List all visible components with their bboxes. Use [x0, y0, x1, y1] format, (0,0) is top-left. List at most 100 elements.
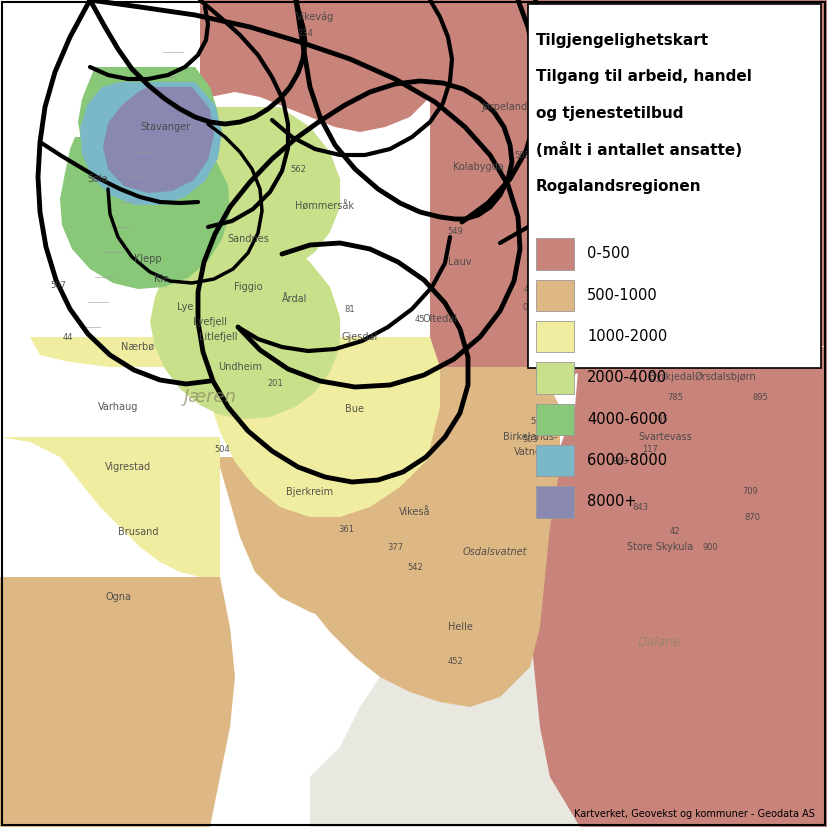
Text: Undheim: Undheim	[218, 362, 262, 372]
Polygon shape	[235, 337, 440, 507]
Text: 234: 234	[297, 30, 313, 39]
Text: Årdal: Årdal	[282, 294, 308, 304]
Text: Nærbø: Nærbø	[122, 342, 155, 352]
Text: 361: 361	[338, 524, 354, 533]
Text: Ogna: Ogna	[105, 592, 131, 602]
Text: 500: 500	[530, 418, 546, 427]
Text: Jørpeland: Jørpeland	[482, 102, 528, 112]
Polygon shape	[200, 0, 430, 132]
Text: 45: 45	[415, 314, 425, 323]
Text: 491: 491	[524, 284, 540, 294]
Text: (målt i antallet ansatte): (målt i antallet ansatte)	[536, 142, 742, 158]
Text: 81: 81	[345, 304, 356, 313]
Text: 452: 452	[447, 657, 463, 667]
Text: 895: 895	[752, 393, 768, 401]
Text: 8000+: 8000+	[587, 495, 637, 509]
Text: 645: 645	[562, 184, 578, 194]
Polygon shape	[80, 237, 340, 419]
Text: 863: 863	[612, 457, 628, 466]
Text: 500-1000: 500-1000	[587, 288, 658, 303]
Polygon shape	[0, 577, 235, 827]
Text: Helle: Helle	[447, 622, 472, 632]
Text: Oltedal: Oltedal	[423, 314, 457, 324]
Text: 542: 542	[407, 562, 423, 571]
Text: Vigrestad: Vigrestad	[105, 462, 151, 472]
Text: Byrkjedal: Byrkjedal	[649, 372, 695, 382]
Text: 439: 439	[550, 94, 566, 103]
Text: Jæren: Jæren	[184, 388, 237, 406]
Text: Tilgjengelighetskart: Tilgjengelighetskart	[536, 33, 709, 48]
Text: Store Skykula: Store Skykula	[627, 542, 693, 552]
Text: 870: 870	[744, 513, 760, 522]
Text: 885: 885	[630, 342, 646, 351]
Polygon shape	[80, 82, 222, 205]
Text: Vikeså: Vikeså	[399, 507, 431, 517]
Text: 2000-4000: 2000-4000	[587, 370, 667, 385]
Text: 44: 44	[63, 332, 74, 342]
Text: Klepp: Klepp	[134, 254, 162, 264]
Polygon shape	[525, 347, 827, 827]
Text: Ørsdalsbjørn: Ørsdalsbjørn	[694, 372, 756, 382]
Text: Dalane: Dalane	[638, 635, 682, 648]
Text: Bjerkreim: Bjerkreim	[286, 487, 333, 497]
Text: Gilja: Gilja	[614, 312, 636, 322]
Text: 0-500: 0-500	[587, 246, 630, 261]
Text: 504: 504	[214, 444, 230, 453]
Text: Bjørheims-: Bjørheims-	[638, 52, 691, 62]
Text: Hømmersåk: Hømmersåk	[295, 202, 355, 212]
Text: 1118: 1118	[752, 275, 772, 284]
Text: Stavanger: Stavanger	[140, 122, 190, 132]
Text: Kolabygda: Kolabygda	[452, 162, 504, 172]
Polygon shape	[430, 0, 827, 527]
Text: 092: 092	[522, 303, 538, 312]
Polygon shape	[200, 457, 430, 627]
Text: 785: 785	[667, 393, 683, 401]
Polygon shape	[235, 367, 560, 707]
Text: 503: 503	[522, 434, 538, 443]
Text: 4000-6000: 4000-6000	[587, 412, 667, 427]
Text: F: F	[534, 178, 546, 197]
Text: Osdalsvatnet: Osdalsvatnet	[463, 547, 528, 557]
Text: Lyefjell: Lyefjell	[193, 317, 227, 327]
Text: Litlefjell: Litlefjell	[198, 332, 237, 342]
Text: Svartevass: Svartevass	[638, 432, 692, 442]
Text: Sola: Sola	[88, 174, 108, 184]
Text: 811: 811	[582, 314, 598, 323]
Polygon shape	[415, 0, 827, 587]
Text: 1000-2000: 1000-2000	[587, 329, 667, 344]
Text: Kartverket, Geovekst og kommuner - Geodata AS: Kartverket, Geovekst og kommuner - Geoda…	[574, 809, 815, 819]
Polygon shape	[78, 67, 218, 186]
Polygon shape	[130, 107, 340, 279]
Polygon shape	[0, 437, 220, 577]
Text: Brusand: Brusand	[117, 527, 158, 537]
Polygon shape	[103, 87, 214, 193]
Text: Lye: Lye	[177, 302, 194, 312]
Text: 843: 843	[632, 503, 648, 512]
Text: 709: 709	[742, 487, 758, 496]
Polygon shape	[60, 137, 230, 289]
Polygon shape	[30, 337, 430, 517]
Text: 6000-8000: 6000-8000	[587, 453, 667, 468]
Text: Rogalandsregionen: Rogalandsregionen	[536, 179, 701, 194]
Text: 765: 765	[652, 415, 668, 424]
Text: 900: 900	[702, 543, 718, 552]
Text: 523: 523	[694, 22, 710, 31]
Text: Birkelands-: Birkelands-	[503, 432, 557, 442]
Polygon shape	[310, 367, 827, 827]
Text: Forsand: Forsand	[551, 222, 590, 232]
Text: Vatnet: Vatnet	[514, 447, 546, 457]
Text: Tilgang til arbeid, handel: Tilgang til arbeid, handel	[536, 69, 752, 84]
Text: Figgio: Figgio	[234, 282, 262, 292]
Text: Frafjord: Frafjord	[662, 257, 699, 267]
Text: 549: 549	[447, 227, 463, 237]
Text: Varhaug: Varhaug	[98, 402, 138, 412]
Text: Lauv: Lauv	[448, 257, 471, 267]
Text: Vikevág: Vikevág	[296, 12, 334, 22]
Text: 562: 562	[290, 165, 306, 174]
Text: 42: 42	[670, 528, 681, 537]
Text: Gjesdal: Gjesdal	[342, 332, 378, 342]
Text: Sandnes: Sandnes	[227, 234, 269, 244]
Text: 201: 201	[267, 380, 283, 389]
Text: 117: 117	[642, 444, 658, 453]
Text: Kle: Kle	[155, 274, 170, 284]
